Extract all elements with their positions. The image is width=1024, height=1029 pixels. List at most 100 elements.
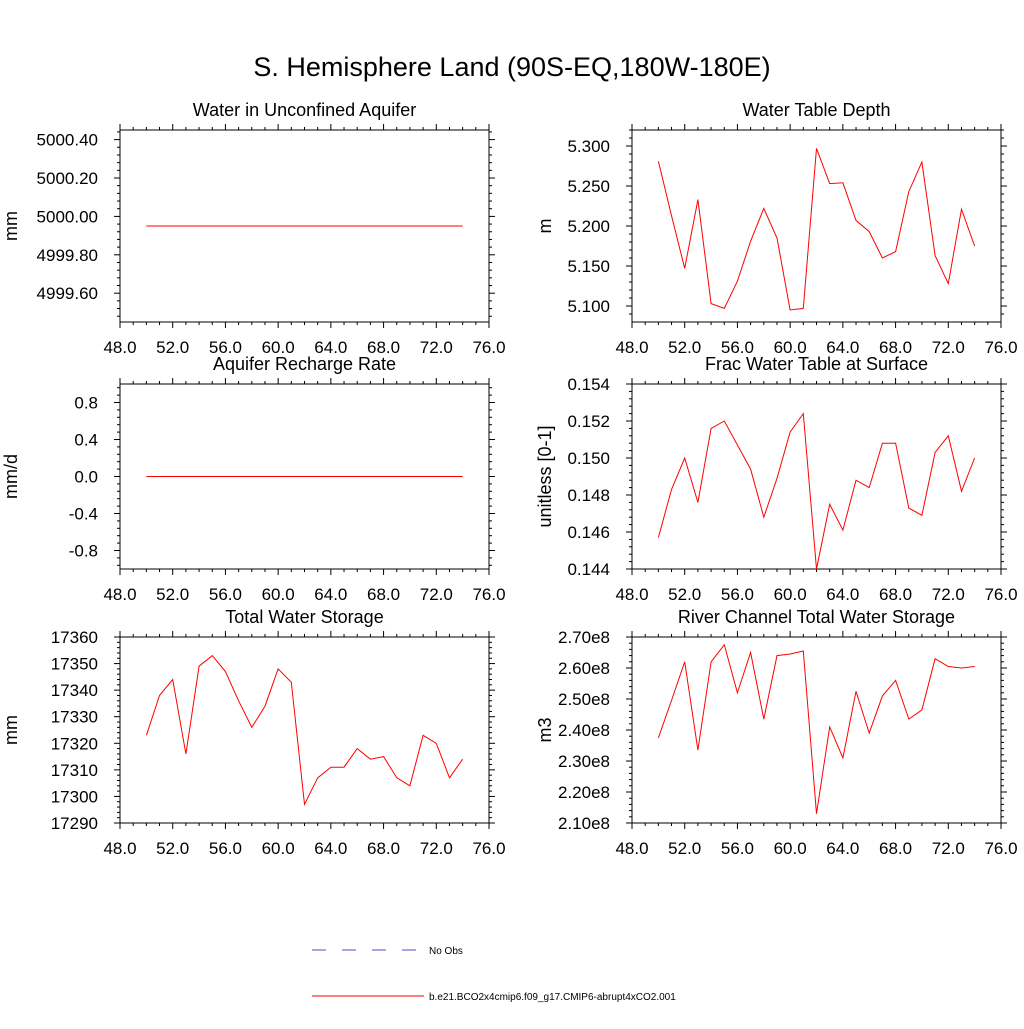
y-axis-label: mm — [1, 715, 21, 745]
x-tick-label: 52.0 — [156, 839, 189, 858]
y-tick-label: 2.60e8 — [558, 659, 610, 678]
y-tick-label: 5.300 — [567, 137, 610, 156]
y-tick-label: 2.10e8 — [558, 814, 610, 833]
x-tick-label: 72.0 — [932, 585, 965, 604]
y-tick-label: 17350 — [51, 655, 98, 674]
x-tick-label: 72.0 — [420, 338, 453, 357]
chart-panel-6: River Channel Total Water Storage m3 48.0 5… — [535, 607, 1018, 858]
x-tick-label: 64.0 — [826, 839, 859, 858]
x-tick-label: 60.0 — [774, 585, 807, 604]
figure-title: S. Hemisphere Land (90S-EQ,180W-180E) — [253, 52, 771, 82]
panel-title: Aquifer Recharge Rate — [213, 354, 396, 374]
panel-title: Frac Water Table at Surface — [705, 354, 928, 374]
y-tick-label: 0.144 — [567, 560, 610, 579]
x-tick-label: 52.0 — [668, 338, 701, 357]
plot-frame — [631, 129, 1002, 323]
x-tick-label: 48.0 — [103, 338, 136, 357]
x-tick-label: 72.0 — [932, 839, 965, 858]
x-tick-label: 68.0 — [367, 839, 400, 858]
x-tick-label: 48.0 — [103, 839, 136, 858]
x-tick-label: 60.0 — [262, 585, 295, 604]
x-tick-label: 60.0 — [774, 338, 807, 357]
x-tick-label: 64.0 — [314, 585, 347, 604]
y-tick-label: 5000.20 — [37, 169, 98, 188]
x-tick-label: 60.0 — [262, 839, 295, 858]
y-tick-label: 0.8 — [74, 394, 98, 413]
x-tick-label: 48.0 — [615, 585, 648, 604]
x-tick-label: 64.0 — [314, 839, 347, 858]
x-tick-label: 56.0 — [209, 839, 242, 858]
y-tick-label: 0.146 — [567, 523, 610, 542]
y-tick-label: 0.4 — [74, 431, 98, 450]
panel-title: Total Water Storage — [225, 607, 383, 627]
y-tick-label: 5.100 — [567, 297, 610, 316]
x-tick-label: 68.0 — [367, 338, 400, 357]
legend: No Obs b.e21.BCO2x4cmip6.f09_g17.CMIP6-ab… — [312, 946, 676, 1003]
chart-panel-1: Water in Unconfined Aquifer mm 48.0 52.0 56.… — [1, 100, 506, 357]
x-tick-label: 76.0 — [984, 585, 1017, 604]
y-tick-label: 4999.60 — [37, 284, 98, 303]
panel-title: Water Table Depth — [742, 100, 890, 120]
y-tick-label: 17330 — [51, 708, 98, 727]
y-axis-label: mm — [1, 211, 21, 241]
series-line-1 — [657, 412, 976, 570]
y-tick-label: 0.148 — [567, 486, 610, 505]
x-tick-label: 64.0 — [826, 585, 859, 604]
plot-frame — [119, 636, 490, 824]
x-tick-label: 76.0 — [984, 338, 1017, 357]
y-axis-label: m3 — [535, 717, 555, 742]
chart-panel-4: Frac Water Table at Surface unitless [0-1… — [535, 354, 1018, 604]
series-line-1 — [657, 148, 976, 311]
x-tick-label: 48.0 — [103, 585, 136, 604]
y-tick-label: -0.8 — [69, 542, 98, 561]
x-tick-label: 76.0 — [472, 338, 505, 357]
x-tick-label: 56.0 — [209, 338, 242, 357]
y-tick-label: 0.152 — [567, 412, 610, 431]
x-tick-label: 72.0 — [420, 585, 453, 604]
x-tick-label: 52.0 — [668, 585, 701, 604]
y-tick-label: 2.20e8 — [558, 783, 610, 802]
y-tick-label: 17320 — [51, 734, 98, 753]
x-tick-label: 60.0 — [262, 338, 295, 357]
x-tick-label: 56.0 — [721, 585, 754, 604]
x-tick-label: 64.0 — [314, 338, 347, 357]
x-tick-label: 76.0 — [472, 839, 505, 858]
legend-label: b.e21.BCO2x4cmip6.f09_g17.CMIP6-abrupt4x… — [429, 992, 676, 1003]
chart-panel-2: Water Table Depth m 48.0 52.0 56.0 60.0 64.0 68… — [535, 100, 1018, 357]
y-tick-label: 5000.00 — [37, 207, 98, 226]
plot-frame — [631, 383, 1002, 570]
y-tick-label: 17340 — [51, 681, 98, 700]
y-tick-label: 2.70e8 — [558, 628, 610, 647]
y-tick-label: 5.150 — [567, 257, 610, 276]
x-tick-label: 48.0 — [615, 839, 648, 858]
y-tick-label: 17360 — [51, 628, 98, 647]
y-tick-label: 0.0 — [74, 468, 98, 487]
x-tick-label: 52.0 — [156, 338, 189, 357]
x-tick-label: 76.0 — [984, 839, 1017, 858]
y-axis-label: unitless [0-1] — [535, 425, 555, 527]
x-tick-label: 68.0 — [367, 585, 400, 604]
y-tick-label: 2.30e8 — [558, 752, 610, 771]
series-line-1 — [145, 654, 464, 807]
y-tick-label: 0.150 — [567, 449, 610, 468]
y-tick-label: 0.154 — [567, 375, 610, 394]
x-tick-label: 72.0 — [932, 338, 965, 357]
x-tick-label: 52.0 — [668, 839, 701, 858]
y-tick-label: 5000.40 — [37, 131, 98, 150]
x-tick-label: 64.0 — [826, 338, 859, 357]
x-tick-label: 60.0 — [774, 839, 807, 858]
y-tick-label: 17310 — [51, 761, 98, 780]
y-axis-label: mm/d — [1, 454, 21, 499]
chart-panel-5: Total Water Storage mm 48.0 52.0 56.0 60.0 64.… — [1, 607, 506, 858]
y-tick-label: 17290 — [51, 814, 98, 833]
y-tick-label: -0.4 — [69, 505, 98, 524]
legend-label: No Obs — [429, 946, 463, 957]
y-tick-label: 2.40e8 — [558, 721, 610, 740]
y-tick-label: 5.250 — [567, 177, 610, 196]
x-tick-label: 48.0 — [615, 338, 648, 357]
y-tick-label: 2.50e8 — [558, 690, 610, 709]
series-line-1 — [657, 643, 975, 814]
y-tick-label: 17300 — [51, 787, 98, 806]
